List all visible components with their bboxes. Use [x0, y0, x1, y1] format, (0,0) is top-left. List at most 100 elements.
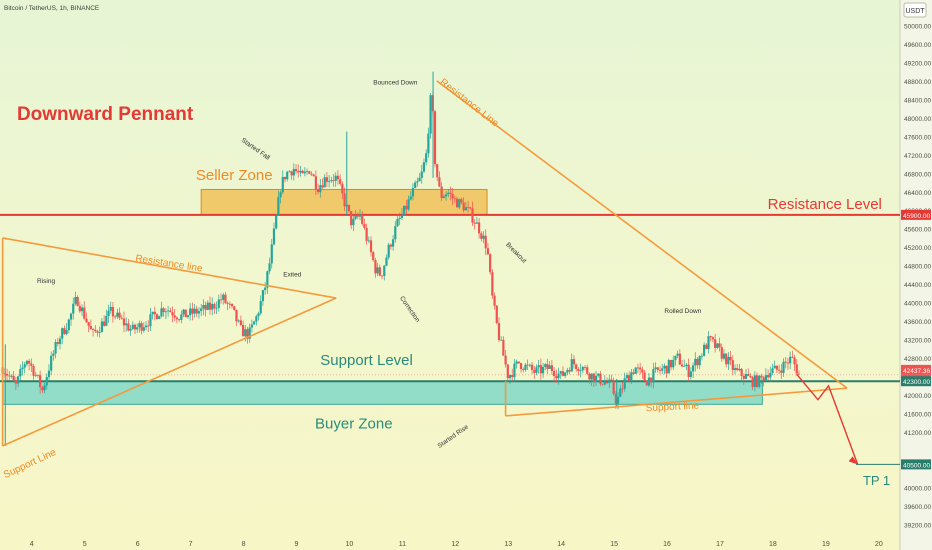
annotation-pattern-title: Downward Pennant — [17, 104, 194, 125]
candle-body — [537, 365, 540, 368]
candle-body — [561, 371, 565, 376]
candle-body — [266, 271, 269, 288]
x-tick-label: 5 — [83, 541, 87, 548]
candle-body — [288, 171, 291, 173]
candle-body — [50, 355, 53, 371]
candle-body — [469, 207, 472, 209]
candle-body — [120, 317, 123, 319]
candle-body — [211, 304, 214, 310]
y-tick-label: 49200.00 — [904, 60, 931, 67]
candle-body — [347, 204, 351, 212]
candle-body — [12, 375, 15, 381]
candle-body — [292, 169, 295, 176]
currency-badge[interactable] — [903, 2, 927, 18]
candle-body — [519, 363, 523, 369]
candle-body — [623, 378, 626, 389]
candle-body — [391, 239, 395, 247]
candle-body — [279, 192, 282, 198]
candle-body — [189, 308, 192, 316]
candle-body — [204, 305, 207, 310]
candle-body — [16, 376, 20, 384]
candle-body — [758, 375, 761, 387]
candle-body — [628, 375, 631, 382]
candle-body — [453, 198, 456, 200]
candle-body — [711, 337, 715, 340]
candle-body — [275, 215, 278, 229]
candle-body — [186, 315, 190, 318]
candle-body — [687, 364, 690, 377]
candle-body — [497, 323, 501, 340]
candle-body — [678, 353, 681, 365]
candle-body — [164, 311, 167, 313]
x-tick-label: 8 — [242, 541, 246, 548]
annotation-resistance-level: Resistance Level — [768, 196, 882, 213]
x-tick-label: 6 — [136, 541, 140, 548]
candle-body — [597, 373, 600, 376]
candle-body — [502, 339, 505, 356]
candle-body — [700, 355, 704, 357]
candle-body — [8, 375, 11, 377]
price-axis-panel[interactable] — [900, 0, 932, 550]
annotation-resistance-line-right: Resistance Line — [438, 77, 501, 130]
candle-body — [586, 367, 589, 374]
candle-body — [286, 171, 289, 180]
y-tick-label: 47600.00 — [904, 134, 931, 141]
candle-body — [786, 362, 790, 364]
candle-body — [601, 383, 604, 385]
candle-body — [301, 170, 304, 174]
price-tag — [901, 376, 931, 387]
candle-body — [394, 226, 397, 240]
candle-body — [508, 375, 512, 379]
candle-body — [380, 275, 384, 277]
candle-body — [398, 217, 401, 219]
candle-body — [23, 364, 26, 368]
y-tick-label: 50000.00 — [904, 23, 931, 30]
price-tag-label: 40500.00 — [903, 462, 930, 469]
candle-body — [755, 375, 759, 387]
price-tag-label: 42437.36 — [903, 368, 930, 375]
candle-body — [305, 171, 309, 172]
candle-body — [39, 375, 42, 388]
x-tick-label: 10 — [346, 541, 354, 548]
candle-body — [103, 321, 106, 326]
candle-body — [239, 320, 242, 326]
candle-body — [5, 373, 9, 376]
candle-body — [85, 318, 88, 323]
candle-body — [795, 364, 798, 374]
candle-body — [105, 315, 108, 326]
candle-body — [511, 375, 514, 378]
candle-body — [180, 314, 183, 320]
candle-body — [319, 185, 322, 193]
candle-body — [297, 171, 300, 173]
candle-body — [290, 171, 293, 176]
candle-body — [41, 387, 44, 391]
candle-body — [80, 307, 84, 312]
price-tag — [901, 209, 931, 220]
candle-body — [136, 327, 139, 330]
candle-body — [530, 364, 534, 370]
candle-body — [471, 208, 474, 223]
candle-body — [383, 265, 386, 276]
y-tick-label: 41200.00 — [904, 430, 931, 437]
price-tag-label: 45900.00 — [903, 213, 930, 220]
candle-body — [343, 193, 346, 207]
candle-body — [636, 367, 640, 369]
price-tag — [901, 364, 931, 375]
candle-body — [358, 214, 362, 217]
annotation-exited: Exited — [283, 271, 301, 278]
candle-body — [555, 376, 558, 379]
candle-body — [557, 373, 560, 379]
candle-body — [78, 305, 81, 312]
candle-body — [546, 364, 549, 369]
candle-body — [312, 174, 315, 177]
candle-body — [257, 313, 260, 317]
candle-body — [733, 368, 737, 370]
candle-body — [749, 376, 752, 378]
candle-body — [656, 367, 659, 370]
candle-body — [14, 380, 17, 384]
candle-body — [96, 331, 99, 333]
candle-body — [131, 324, 134, 329]
candle-body — [493, 295, 496, 306]
candle-body — [548, 365, 551, 369]
